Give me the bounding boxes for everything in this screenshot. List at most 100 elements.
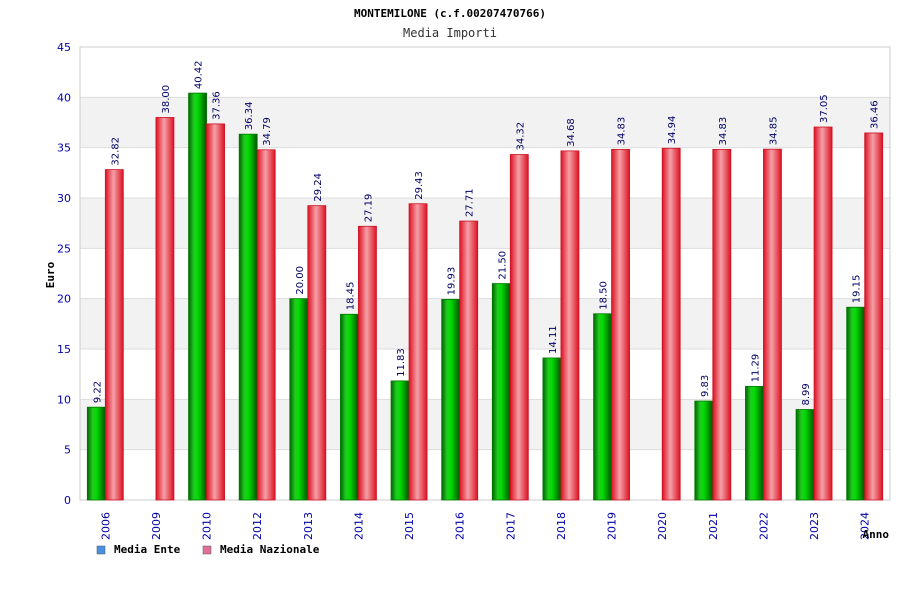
bar-media-nazionale — [155, 117, 175, 501]
x-tick-label: 2024 — [859, 512, 872, 540]
bar-media-ente — [846, 306, 866, 501]
bar-media-nazionale — [509, 154, 529, 501]
data-label-media-nazionale: 34.83 — [718, 117, 729, 146]
data-label-media-nazionale: 32.82 — [110, 137, 121, 166]
bar-media-ente — [542, 357, 562, 501]
y-tick-label: 30 — [57, 192, 71, 205]
data-label-media-ente: 19.93 — [447, 267, 458, 296]
bar-media-ente — [593, 313, 612, 501]
data-label-media-nazionale: 34.85 — [768, 117, 779, 146]
x-tick-label: 2015 — [403, 512, 416, 540]
bar-media-ente — [441, 298, 461, 501]
data-label-media-nazionale: 29.24 — [313, 173, 324, 202]
bar-media-nazionale — [864, 132, 884, 501]
bar-media-ente — [694, 400, 714, 501]
chart-title: MONTEMILONE (c.f.00207470766) — [354, 7, 546, 20]
legend-label-media-ente: Media Ente — [114, 543, 181, 556]
data-label-media-ente: 36.34 — [244, 102, 255, 131]
data-label-media-nazionale: 36.46 — [870, 100, 881, 129]
data-label-media-ente: 11.29 — [750, 354, 761, 383]
data-label-media-nazionale: 34.94 — [667, 116, 678, 145]
x-tick-label: 2014 — [352, 512, 365, 540]
y-tick-label: 20 — [57, 293, 71, 306]
x-tick-label: 2021 — [707, 512, 720, 540]
data-label-media-nazionale: 34.83 — [617, 117, 628, 146]
legend-swatch-media-ente — [96, 545, 106, 555]
bar-media-nazionale — [307, 205, 327, 501]
data-label-media-nazionale: 34.32 — [515, 122, 526, 151]
data-label-media-ente: 18.45 — [345, 282, 356, 311]
plot-frame — [79, 46, 891, 501]
x-tick-label: 2013 — [302, 512, 315, 540]
data-label-media-ente: 19.15 — [852, 275, 863, 304]
x-axis-ticks: 2006 2009 2010 2012 2013 2014 2015 2016 2017 2018… — [99, 512, 871, 540]
bar-media-nazionale — [358, 225, 377, 501]
y-tick-label: 10 — [57, 393, 71, 406]
x-axis-title: Anno — [863, 528, 890, 541]
data-label-media-ente: 21.50 — [497, 251, 508, 280]
chart-subtitle: Media Importi — [403, 26, 497, 40]
bar-media-ente — [745, 385, 764, 501]
data-label-media-nazionale: 37.05 — [819, 94, 830, 123]
bar-media-ente — [491, 283, 511, 501]
bar-media-nazionale — [661, 147, 681, 501]
data-label-media-ente: 40.42 — [194, 60, 205, 89]
data-label-media-ente: 8.99 — [801, 383, 812, 405]
bar-media-ente — [795, 409, 815, 501]
data-label-media-nazionale: 38.00 — [161, 85, 172, 114]
x-tick-label: 2012 — [251, 512, 264, 540]
bar-media-ente — [340, 313, 359, 501]
bar-media-ente — [86, 406, 106, 501]
data-label-media-nazionale: 27.71 — [465, 188, 476, 217]
legend-swatch-media-nazionale — [202, 545, 212, 555]
y-tick-label: 5 — [64, 444, 71, 457]
y-tick-label: 35 — [57, 142, 71, 155]
x-tick-label: 2022 — [757, 512, 770, 540]
data-label-media-nazionale: 29.43 — [414, 171, 425, 200]
x-tick-label: 2019 — [606, 512, 619, 540]
y-tick-label: 45 — [57, 41, 71, 54]
legend-label-media-nazionale: Media Nazionale — [220, 543, 320, 556]
x-tick-label: 2009 — [150, 512, 163, 540]
y-tick-label: 25 — [57, 242, 71, 255]
data-label-media-nazionale: 34.68 — [566, 118, 577, 147]
bar-media-nazionale — [611, 148, 630, 501]
bar-media-nazionale — [104, 169, 124, 501]
data-label-media-nazionale: 27.19 — [363, 194, 374, 223]
data-label-media-ente: 18.50 — [599, 281, 610, 310]
data-label-media-ente: 14.11 — [548, 325, 559, 354]
bar-media-ente — [390, 380, 410, 501]
bar-media-nazionale — [459, 220, 479, 501]
y-tick-label: 40 — [57, 91, 71, 104]
x-tick-label: 2023 — [808, 512, 821, 540]
bar-media-ente — [289, 298, 309, 501]
x-tick-label: 2018 — [555, 512, 568, 540]
data-label-media-nazionale: 34.79 — [262, 117, 273, 146]
bar-media-nazionale — [763, 148, 782, 501]
bar-series — [86, 92, 884, 501]
data-label-media-ente: 9.83 — [700, 375, 711, 397]
x-tick-label: 2020 — [656, 512, 669, 540]
data-label-media-nazionale: 37.36 — [212, 91, 223, 120]
y-axis-title: Euro — [44, 261, 57, 288]
data-label-media-ente: 20.00 — [295, 266, 306, 295]
bar-media-nazionale — [206, 123, 225, 501]
data-label-media-ente: 11.83 — [396, 348, 407, 377]
legend: Media Ente Media Nazionale — [96, 543, 320, 556]
y-tick-label: 15 — [57, 343, 71, 356]
data-labels: 9.22 32.82 38.00 40.42 37.36 36.34 34.79 20.00 2… — [92, 60, 880, 405]
y-tick-label: 0 — [64, 494, 71, 507]
x-tick-label: 2017 — [504, 512, 517, 540]
data-label-media-ente: 9.22 — [92, 381, 103, 403]
y-axis-ticks: 0 5 10 15 20 25 30 35 40 45 — [57, 41, 71, 507]
bar-media-ente — [238, 133, 258, 501]
bar-media-nazionale — [408, 203, 428, 501]
bar-media-nazionale — [712, 148, 732, 501]
x-tick-label: 2010 — [201, 512, 214, 540]
bar-media-ente — [188, 92, 207, 501]
bar-media-nazionale — [560, 150, 580, 501]
x-tick-label: 2006 — [99, 512, 112, 540]
x-tick-label: 2016 — [454, 512, 467, 540]
bar-media-nazionale — [813, 126, 833, 501]
